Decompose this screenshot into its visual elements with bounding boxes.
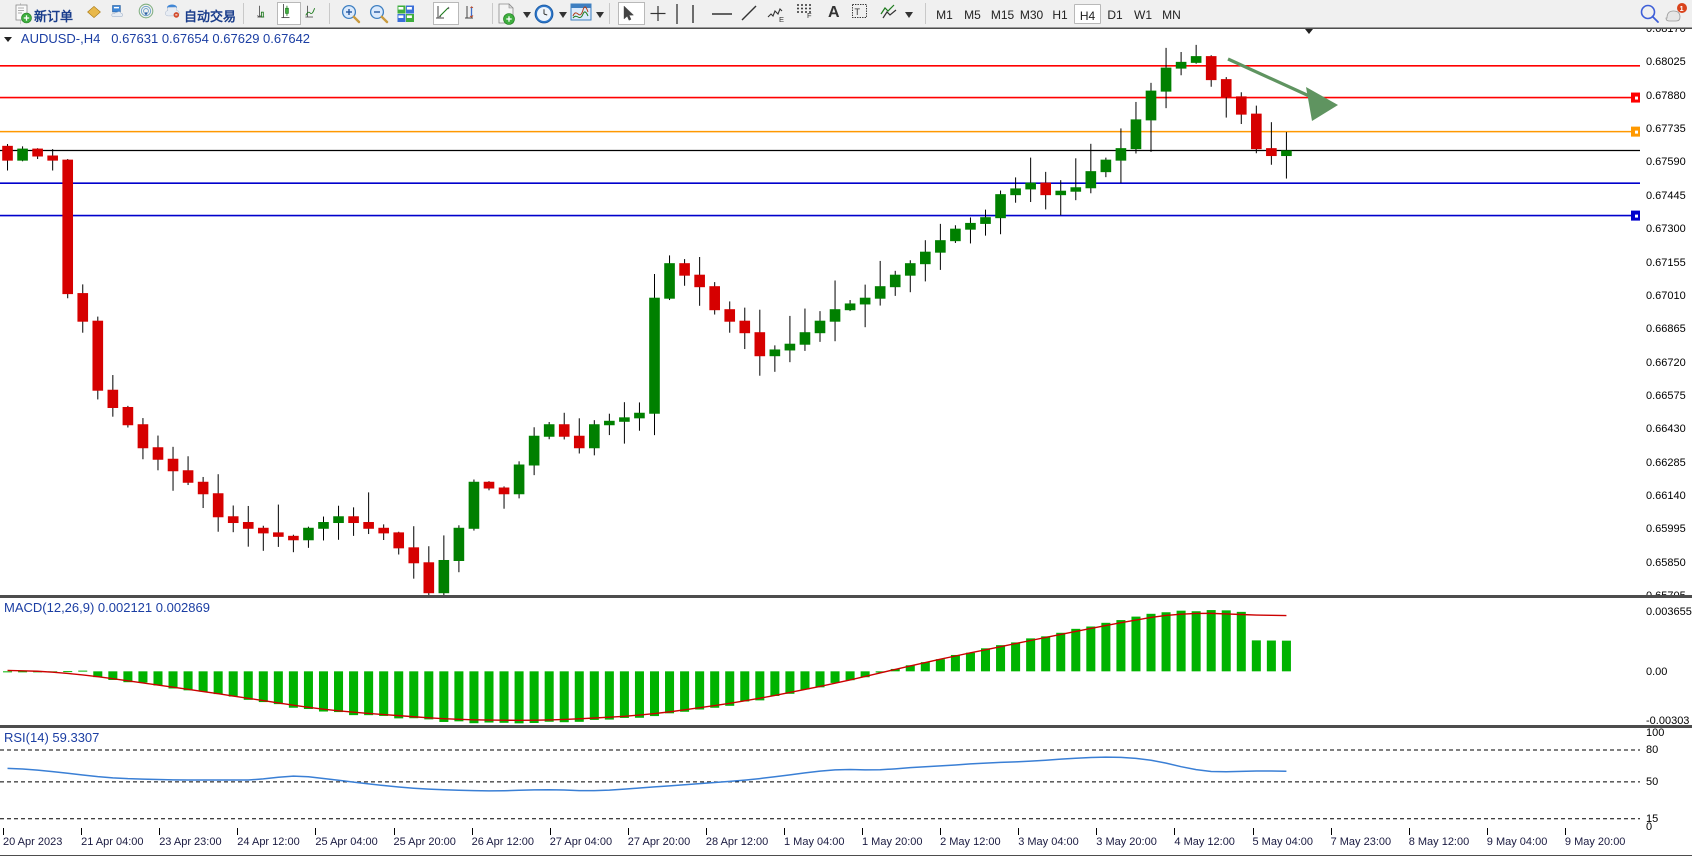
svg-text:T: T <box>855 7 861 17</box>
svg-text:E: E <box>779 15 784 23</box>
svg-text:1: 1 <box>1680 4 1684 13</box>
svg-text:F: F <box>807 11 812 18</box>
